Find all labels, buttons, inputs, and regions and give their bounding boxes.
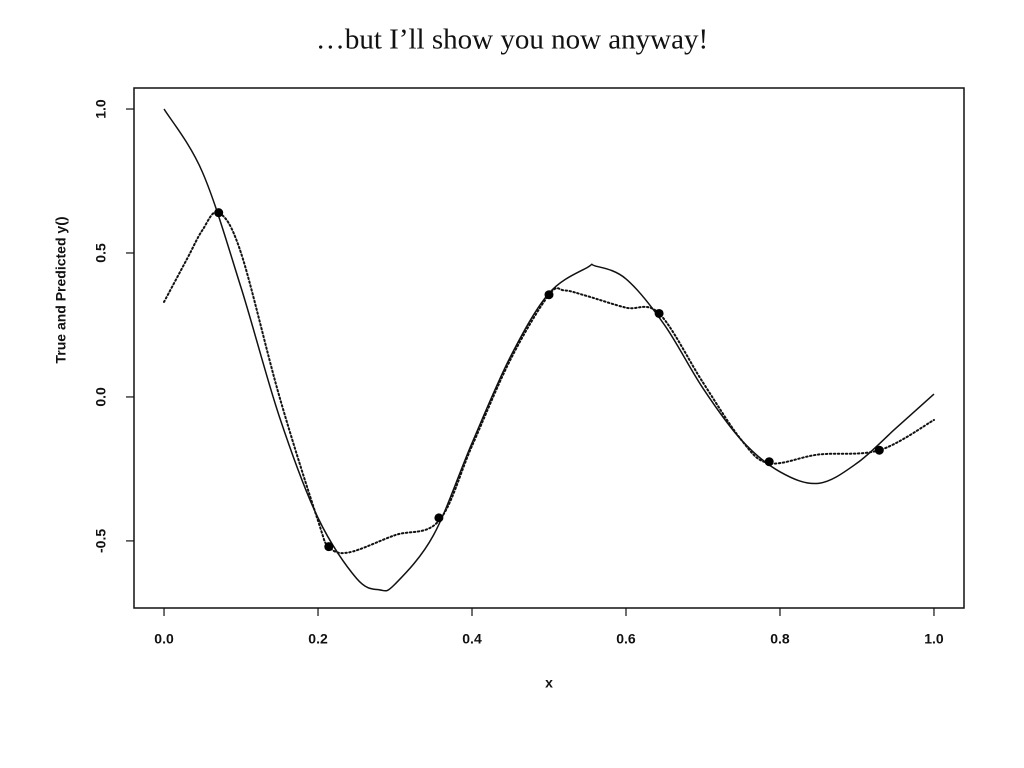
x-tick-label: 0.6 [616, 631, 636, 647]
plot-frame [133, 87, 965, 609]
data-point [764, 457, 774, 467]
predicted-line [163, 211, 935, 555]
data-point [324, 542, 334, 552]
data-point [544, 290, 554, 300]
data-point [434, 513, 444, 523]
x-tick-label: 0.0 [154, 631, 174, 647]
y-tick-label: -0.5 [93, 529, 109, 553]
x-tick-label: 0.2 [308, 631, 328, 647]
y-axis-label: True and Predicted y() [53, 216, 69, 363]
data-point [654, 308, 664, 318]
x-axis-label: x [545, 675, 553, 691]
data-point [214, 208, 224, 218]
y-tick-label: 0.5 [93, 243, 109, 263]
x-tick-label: 1.0 [924, 631, 944, 647]
data-point [874, 445, 884, 455]
y-tick-label: 1.0 [93, 99, 109, 119]
y-tick-label: 0.0 [93, 387, 109, 407]
x-tick-label: 0.8 [770, 631, 790, 647]
x-tick-label: 0.4 [462, 631, 482, 647]
true-line [163, 108, 935, 592]
chart-title: …but I’ll show you now anyway! [316, 24, 708, 56]
